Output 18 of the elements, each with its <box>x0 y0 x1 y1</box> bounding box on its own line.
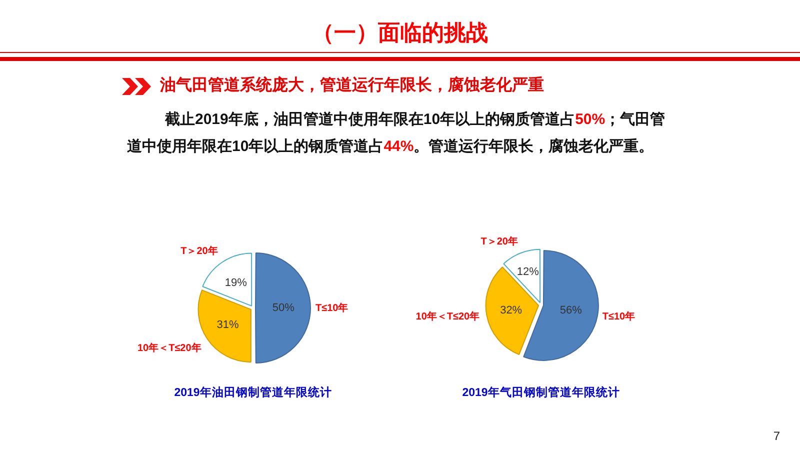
slice-label: 10年＜T≤20年 <box>416 310 480 322</box>
slice-label: T≤10年 <box>602 310 636 322</box>
data-label: 31% <box>216 319 240 332</box>
data-label: 32% <box>500 304 522 317</box>
slice-label: T＞20年 <box>180 245 218 258</box>
text: （一）面临的挑战 <box>311 19 489 47</box>
slice-label: 10年＜T≤20年 <box>137 342 202 354</box>
data-label: 50% <box>272 302 295 314</box>
text: 油气田管道系统庞大，管道运行年限长，腐蚀老化严重 <box>160 75 544 96</box>
slice-label: T≤10年 <box>316 302 348 314</box>
data-label: 56% <box>560 304 582 317</box>
data-label: 12% <box>516 266 540 278</box>
data-label: 19% <box>224 276 248 289</box>
text: 截止2019年底，油田管道中使用年限在10年以上的钢质管道占50%；气田管道中使用年限在10年以上的钢质管道占44%。管道运行年限长，腐蚀老化严重。 <box>127 111 666 155</box>
text: 2019年油田钢制管道年限统计 <box>173 385 333 401</box>
slice-label: T＞20年 <box>480 236 518 248</box>
text: 7 <box>773 428 780 444</box>
text: 2019年气田钢制管道年限统计 <box>461 385 621 401</box>
